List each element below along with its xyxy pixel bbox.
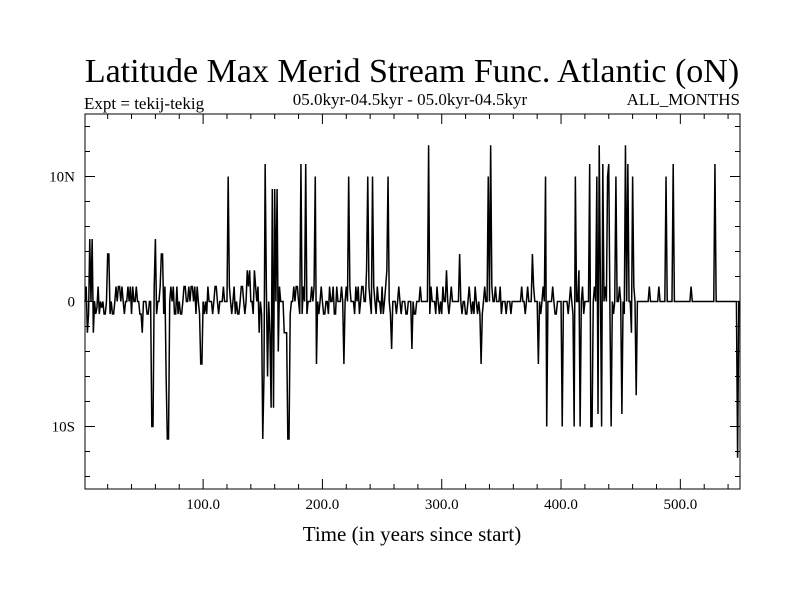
chart-title: Latitude Max Merid Stream Func. Atlantic… [85, 53, 739, 90]
y-tick-label: 10S [52, 420, 75, 436]
x-tick-label: 200.0 [306, 497, 340, 513]
x-axis-label: Time (in years since start) [303, 522, 522, 546]
chart-subtitle-right: ALL_MONTHS [627, 90, 740, 109]
x-tick-label: 500.0 [663, 497, 697, 513]
x-tick-labels: 100.0 200.0 300.0 400.0 500.0 [186, 497, 697, 513]
y-tick-label: 0 [68, 295, 76, 311]
chart-subtitle-left: Expt = tekij-tekig [84, 94, 205, 113]
y-tick-label: 10N [49, 170, 75, 186]
x-tick-label: 100.0 [186, 497, 220, 513]
chart-subtitle-center: 05.0kyr-04.5kyr - 05.0kyr-04.5kyr [293, 90, 528, 109]
axis-ticks [85, 114, 740, 489]
x-tick-label: 300.0 [425, 497, 459, 513]
series-line [84, 145, 740, 458]
y-tick-labels: 10S 0 10N [49, 170, 75, 436]
x-tick-label: 400.0 [544, 497, 578, 513]
